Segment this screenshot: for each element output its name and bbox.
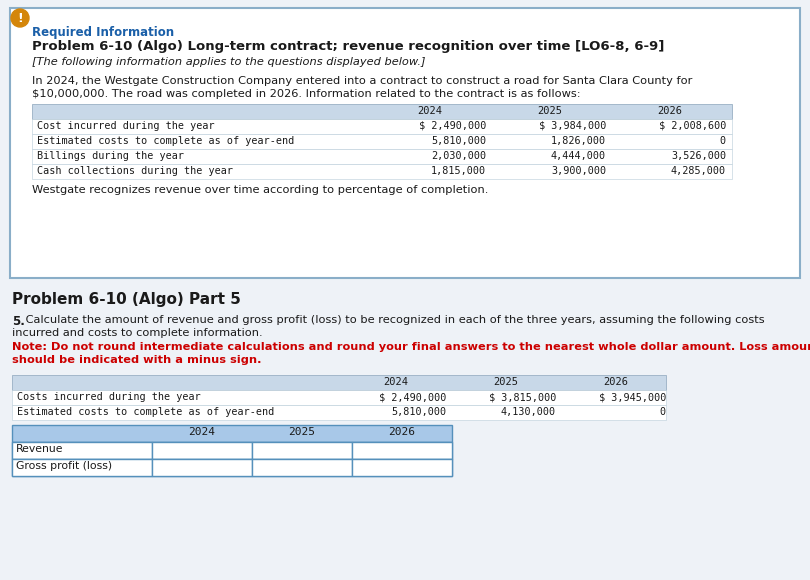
Bar [252, 442, 352, 459]
Bar [12, 390, 666, 405]
Text: $ 2,490,000: $ 2,490,000 [419, 121, 486, 131]
Text: Estimated costs to complete as of year-end: Estimated costs to complete as of year-e… [17, 407, 275, 417]
Text: 3,900,000: 3,900,000 [551, 166, 606, 176]
Text: 5.: 5. [12, 315, 25, 328]
Text: $ 2,490,000: $ 2,490,000 [378, 392, 446, 402]
Text: Required Information: Required Information [32, 26, 174, 39]
Bar [12, 459, 152, 476]
Text: 2024: 2024 [383, 377, 408, 387]
Text: should be indicated with a minus sign.: should be indicated with a minus sign. [12, 355, 262, 365]
Bar [152, 442, 252, 459]
Bar [32, 119, 732, 134]
Text: 2026: 2026 [658, 106, 683, 116]
Text: Estimated costs to complete as of year-end: Estimated costs to complete as of year-e… [37, 136, 294, 146]
Text: 2026: 2026 [389, 427, 416, 437]
Bar [32, 134, 732, 149]
Text: 3,526,000: 3,526,000 [671, 151, 726, 161]
Text: 2025: 2025 [288, 427, 316, 437]
Text: Billings during the year: Billings during the year [37, 151, 184, 161]
Text: 2,030,000: 2,030,000 [431, 151, 486, 161]
Bar [12, 375, 666, 390]
Text: 4,130,000: 4,130,000 [501, 407, 556, 417]
Text: 2025: 2025 [538, 106, 562, 116]
Text: 0: 0 [720, 136, 726, 146]
Bar [32, 164, 732, 179]
Text: $ 3,984,000: $ 3,984,000 [539, 121, 606, 131]
Text: $ 3,815,000: $ 3,815,000 [488, 392, 556, 402]
Bar [352, 459, 452, 476]
Text: 1,826,000: 1,826,000 [551, 136, 606, 146]
Text: Cash collections during the year: Cash collections during the year [37, 166, 233, 176]
Bar [12, 425, 452, 442]
Text: 4,444,000: 4,444,000 [551, 151, 606, 161]
Text: $ 2,008,600: $ 2,008,600 [659, 121, 726, 131]
Text: [The following information applies to the questions displayed below.]: [The following information applies to th… [32, 57, 425, 67]
Bar [12, 442, 452, 459]
Text: 2024: 2024 [417, 106, 442, 116]
Text: 2024: 2024 [189, 427, 215, 437]
Text: $ 3,945,000: $ 3,945,000 [599, 392, 666, 402]
Bar [152, 459, 252, 476]
Bar [12, 459, 452, 476]
Bar [12, 442, 152, 459]
Text: Problem 6-10 (Algo) Long-term contract; revenue recognition over time [LO6-8, 6-: Problem 6-10 (Algo) Long-term contract; … [32, 40, 664, 53]
Text: !: ! [17, 12, 23, 25]
Text: 2026: 2026 [603, 377, 629, 387]
Text: Gross profit (loss): Gross profit (loss) [16, 461, 112, 471]
Text: 4,285,000: 4,285,000 [671, 166, 726, 176]
Bar [12, 405, 666, 420]
Text: 5,810,000: 5,810,000 [431, 136, 486, 146]
Bar [10, 8, 800, 278]
Text: $10,000,000. The road was completed in 2026. Information related to the contract: $10,000,000. The road was completed in 2… [32, 89, 581, 99]
Bar [32, 149, 732, 164]
Text: Costs incurred during the year: Costs incurred during the year [17, 392, 201, 402]
Text: incurred and costs to complete information.: incurred and costs to complete informati… [12, 328, 262, 338]
Bar [32, 104, 732, 119]
Bar [252, 459, 352, 476]
Text: 1,815,000: 1,815,000 [431, 166, 486, 176]
Circle shape [11, 9, 29, 27]
Text: Calculate the amount of revenue and gross profit (loss) to be recognized in each: Calculate the amount of revenue and gros… [22, 315, 765, 325]
Text: Cost incurred during the year: Cost incurred during the year [37, 121, 215, 131]
Text: Revenue: Revenue [16, 444, 63, 454]
Text: Westgate recognizes revenue over time according to percentage of completion.: Westgate recognizes revenue over time ac… [32, 185, 488, 195]
Text: 2025: 2025 [493, 377, 518, 387]
Text: In 2024, the Westgate Construction Company entered into a contract to construct : In 2024, the Westgate Construction Compa… [32, 76, 693, 86]
Text: Problem 6-10 (Algo) Part 5: Problem 6-10 (Algo) Part 5 [12, 292, 241, 307]
Bar [352, 442, 452, 459]
Text: Note: Do not round intermediate calculations and round your final answers to the: Note: Do not round intermediate calculat… [12, 342, 810, 352]
Text: 0: 0 [660, 407, 666, 417]
Text: 5,810,000: 5,810,000 [391, 407, 446, 417]
